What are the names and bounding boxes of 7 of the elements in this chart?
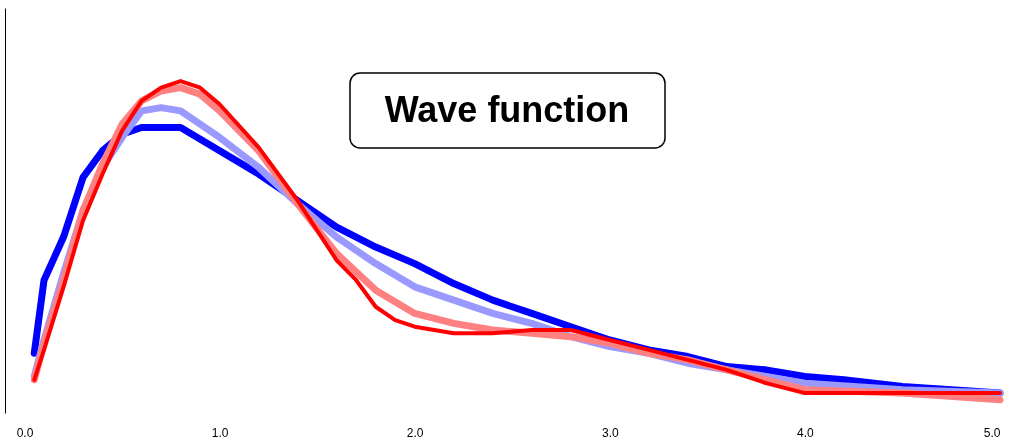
x-tick-label: 0.0 [16, 425, 34, 440]
x-tick-label: 4.0 [797, 425, 815, 440]
x-tick-label: 5.0 [983, 425, 1001, 440]
x-tick-label: 1.0 [211, 425, 229, 440]
annotation: Wave function [384, 89, 630, 130]
x-tick-label: 3.0 [601, 425, 619, 440]
x-tick-label: 2.0 [406, 425, 424, 440]
